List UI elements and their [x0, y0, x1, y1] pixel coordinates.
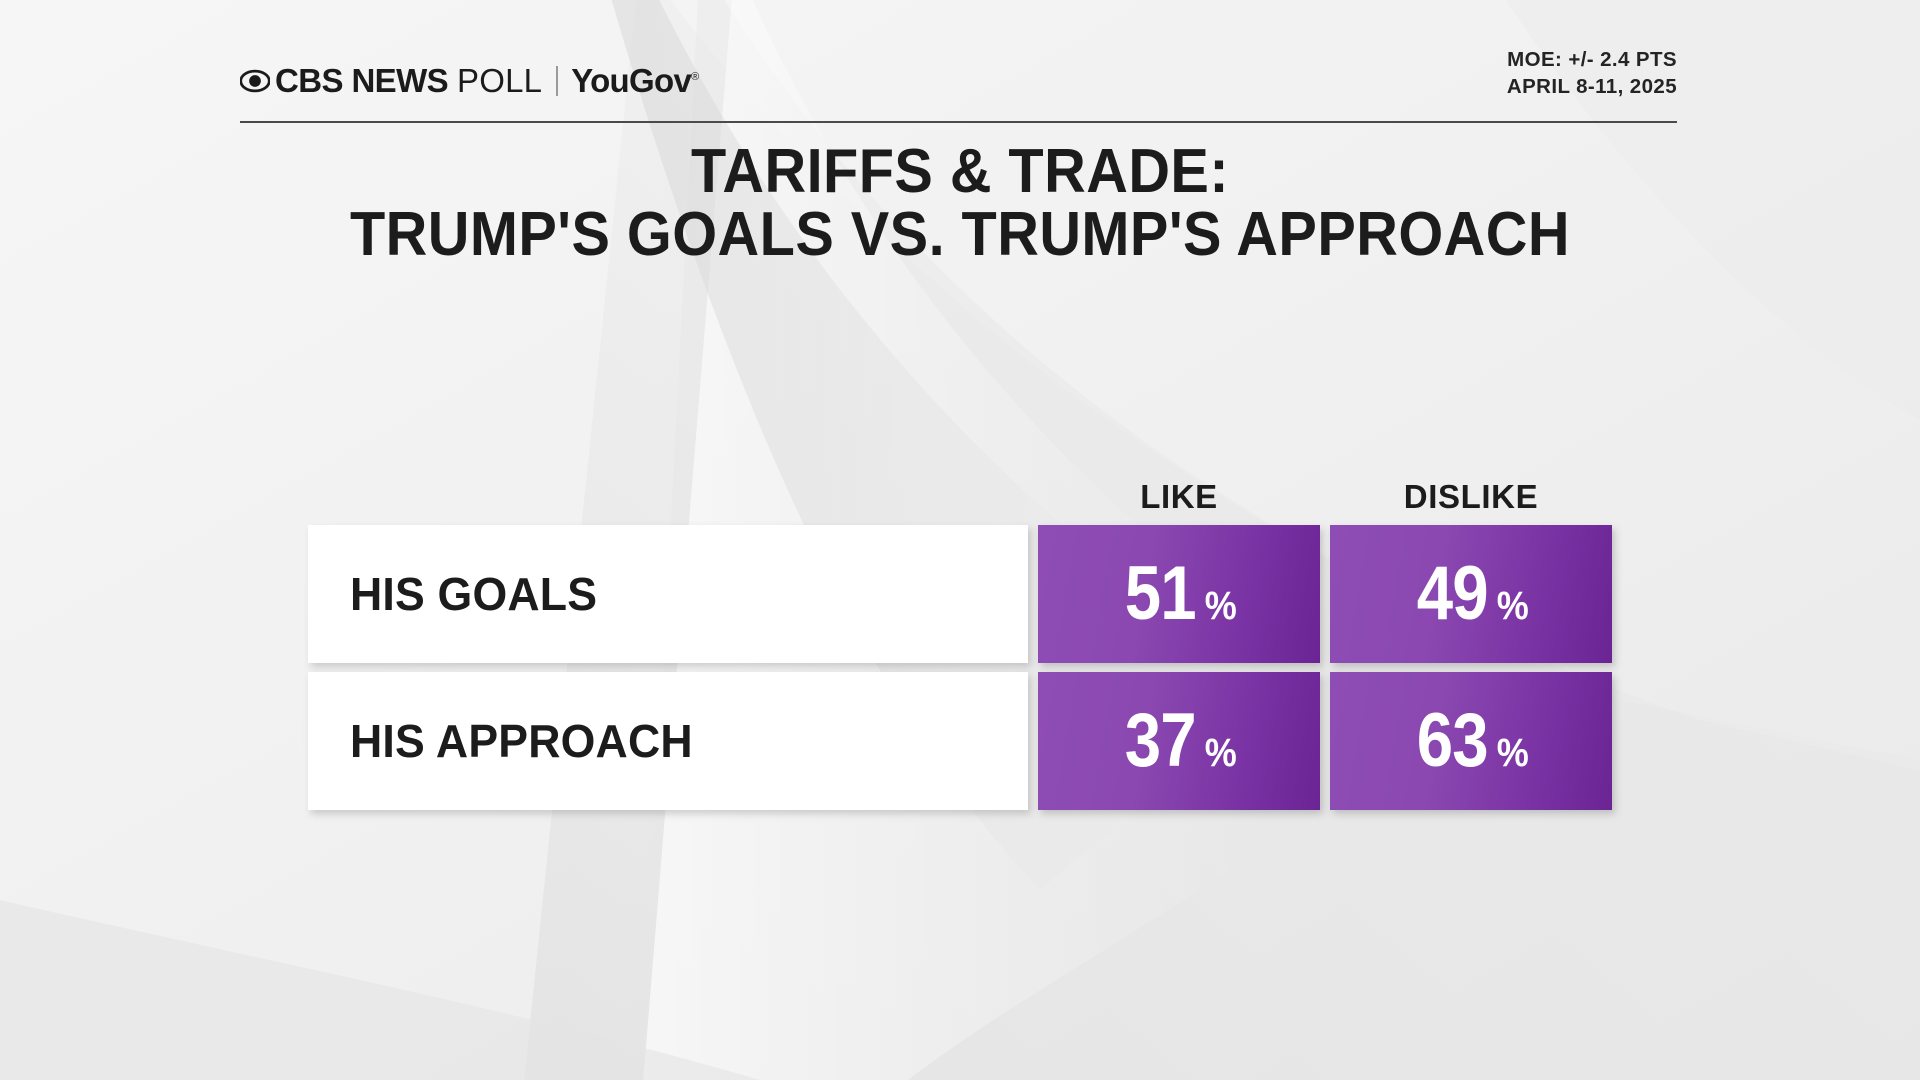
percent-sign: % — [1496, 584, 1529, 628]
field-dates: APRIL 8-11, 2025 — [1506, 75, 1677, 99]
percent-number: 51 — [1125, 551, 1197, 636]
cell-like-value: 51 % — [1038, 525, 1320, 663]
cbs-eye-icon — [240, 69, 270, 92]
percent-number: 37 — [1125, 698, 1197, 783]
logo-cbs-news: CBS NEWS — [275, 62, 449, 99]
percent-sign: % — [1204, 731, 1237, 775]
percent-sign: % — [1496, 731, 1529, 775]
logo-yougov: YouGov® — [571, 62, 699, 99]
percent-number: 49 — [1417, 551, 1489, 636]
logo-poll: POLL — [457, 62, 543, 99]
logo-separator — [556, 65, 559, 96]
percent-sign: % — [1204, 584, 1237, 628]
cell-like-value: 37 % — [1038, 672, 1320, 810]
logo-yougov-text: YouGov — [571, 62, 692, 99]
cell-dislike-value: 49 % — [1330, 525, 1612, 663]
percent-number: 63 — [1417, 698, 1489, 783]
page-title: TARIFFS & TRADE: TRUMP'S GOALS VS. TRUMP… — [0, 137, 1920, 270]
percent-group: 49 % — [1411, 556, 1530, 632]
table-row: HIS GOALS 51 % 49 % — [308, 525, 1612, 663]
registered-mark: ® — [691, 71, 699, 83]
header-divider — [240, 121, 1677, 123]
title-line-2: TRUMP'S GOALS VS. TRUMP'S APPROACH — [349, 200, 1570, 270]
cell-dislike-value: 63 % — [1330, 672, 1612, 810]
header: CBS NEWS POLL YouGov® MOE: +/- 2.4 PTS A… — [240, 46, 1677, 126]
title-line-1: TARIFFS & TRADE: — [690, 137, 1230, 206]
poll-results-table: HIS GOALS 51 % 49 % HIS APPROACH 37 % — [308, 525, 1612, 810]
poll-metadata: MOE: +/- 2.4 PTS APRIL 8-11, 2025 — [1507, 46, 1677, 100]
cbs-news-poll-yougov-logo: CBS NEWS POLL YouGov® — [240, 64, 699, 97]
row-label-cell: HIS APPROACH — [308, 672, 1028, 810]
margin-of-error: MOE: +/- 2.4 PTS — [1507, 48, 1677, 71]
percent-group: 37 % — [1119, 703, 1238, 779]
percent-group: 51 % — [1119, 556, 1238, 632]
row-label: HIS GOALS — [350, 568, 598, 620]
column-header-dislike: DISLIKE — [1403, 478, 1539, 515]
row-label-cell: HIS GOALS — [308, 525, 1028, 663]
column-header-like: LIKE — [1140, 478, 1218, 515]
row-label: HIS APPROACH — [350, 715, 693, 767]
percent-group: 63 % — [1411, 703, 1530, 779]
column-headers: LIKE DISLIKE — [1038, 478, 1612, 516]
table-row: HIS APPROACH 37 % 63 % — [308, 672, 1612, 810]
